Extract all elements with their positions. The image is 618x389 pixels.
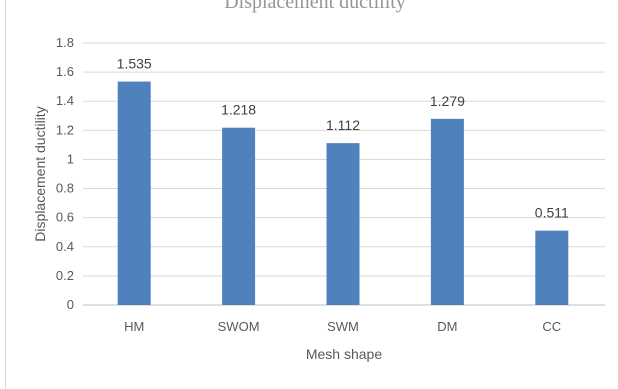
x-tick-label: HM <box>124 319 144 334</box>
y-axis-title: Displacement ductility <box>32 106 48 241</box>
y-tick-label: 0.8 <box>56 181 74 196</box>
y-tick-label: 1 <box>67 151 74 166</box>
y-tick-label: 0.2 <box>56 268 74 283</box>
data-label: 1.535 <box>117 56 152 72</box>
y-tick-label: 0.4 <box>56 239 74 254</box>
bar-cc <box>535 230 569 305</box>
x-tick-label: SWOM <box>218 319 260 334</box>
x-tick-label: SWM <box>327 319 359 334</box>
bar-hm <box>117 81 151 305</box>
data-label: 1.279 <box>430 93 465 109</box>
bar-dm <box>430 118 464 305</box>
y-tick-label: 0 <box>67 297 74 312</box>
data-label: 0.511 <box>535 205 569 221</box>
bar-swom <box>222 127 256 305</box>
data-label: 1.218 <box>221 102 256 118</box>
bar-swm <box>326 143 360 305</box>
x-tick-label: DM <box>437 319 457 334</box>
y-tick-label: 1.8 <box>56 35 74 50</box>
data-label: 1.112 <box>326 117 360 133</box>
chart-title: Displacement ductility <box>224 0 406 13</box>
x-tick-label: CC <box>542 319 561 334</box>
y-tick-label: 1.6 <box>56 64 74 79</box>
y-tick-label: 1.2 <box>56 122 74 137</box>
y-tick-label: 0.6 <box>56 210 74 225</box>
frame-left-border <box>5 0 6 389</box>
y-tick-label: 1.4 <box>56 93 74 108</box>
x-axis-title: Mesh shape <box>306 346 382 362</box>
